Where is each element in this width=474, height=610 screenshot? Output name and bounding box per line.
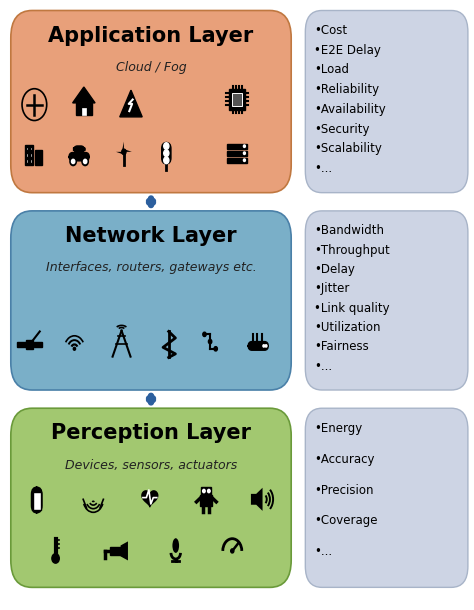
FancyBboxPatch shape [26, 146, 28, 151]
Text: Perception Layer: Perception Layer [51, 423, 251, 443]
Text: •Utilization: •Utilization [314, 321, 380, 334]
Circle shape [203, 332, 206, 337]
FancyBboxPatch shape [201, 487, 211, 495]
FancyBboxPatch shape [82, 108, 86, 115]
Text: •E2E Delay: •E2E Delay [314, 43, 381, 57]
Polygon shape [122, 142, 124, 152]
Circle shape [52, 554, 59, 563]
FancyBboxPatch shape [34, 342, 42, 346]
FancyBboxPatch shape [26, 340, 33, 349]
Text: Cloud / Fog: Cloud / Fog [116, 61, 186, 74]
Text: •...: •... [314, 360, 332, 373]
FancyBboxPatch shape [11, 408, 291, 587]
Circle shape [214, 346, 218, 351]
Circle shape [164, 143, 169, 149]
Text: •Link quality: •Link quality [314, 302, 390, 315]
FancyBboxPatch shape [18, 342, 26, 346]
FancyBboxPatch shape [30, 152, 32, 157]
FancyBboxPatch shape [305, 408, 468, 587]
Text: •Precision: •Precision [314, 484, 374, 497]
Circle shape [164, 150, 169, 157]
FancyBboxPatch shape [26, 152, 28, 157]
Polygon shape [251, 488, 263, 511]
FancyBboxPatch shape [30, 159, 32, 163]
Circle shape [164, 157, 169, 163]
Circle shape [263, 345, 264, 347]
Text: •Security: •Security [314, 123, 369, 135]
Text: Interfaces, routers, gateways etc.: Interfaces, routers, gateways etc. [46, 261, 256, 274]
FancyBboxPatch shape [33, 492, 41, 509]
FancyBboxPatch shape [76, 103, 91, 115]
FancyBboxPatch shape [110, 547, 120, 555]
Text: •Energy: •Energy [314, 422, 362, 434]
Circle shape [244, 145, 246, 148]
Text: Network Layer: Network Layer [65, 226, 237, 246]
Text: •...: •... [314, 545, 332, 559]
FancyBboxPatch shape [69, 152, 89, 161]
FancyBboxPatch shape [35, 151, 42, 165]
Text: •Load: •Load [314, 63, 349, 76]
FancyBboxPatch shape [232, 93, 242, 106]
FancyBboxPatch shape [229, 90, 245, 110]
FancyBboxPatch shape [227, 144, 247, 149]
Text: •Jitter: •Jitter [314, 282, 349, 295]
FancyBboxPatch shape [162, 143, 171, 164]
Circle shape [231, 549, 234, 553]
Ellipse shape [173, 538, 179, 553]
Circle shape [202, 489, 205, 493]
Text: •Throughput: •Throughput [314, 243, 390, 257]
Text: •Availability: •Availability [314, 103, 385, 116]
Polygon shape [124, 149, 132, 152]
Polygon shape [120, 90, 142, 117]
Circle shape [70, 157, 76, 165]
FancyBboxPatch shape [25, 145, 33, 165]
Circle shape [72, 159, 75, 163]
Text: •Accuracy: •Accuracy [314, 453, 374, 465]
Circle shape [265, 345, 267, 347]
Circle shape [209, 339, 212, 344]
FancyBboxPatch shape [11, 10, 291, 193]
Polygon shape [120, 542, 128, 561]
Text: •Bandwidth: •Bandwidth [314, 224, 384, 237]
FancyBboxPatch shape [26, 159, 28, 163]
Circle shape [244, 152, 246, 154]
Text: •Cost: •Cost [314, 24, 347, 37]
Circle shape [83, 159, 87, 163]
Text: •Scalability: •Scalability [314, 142, 382, 156]
Polygon shape [73, 87, 95, 103]
Text: Devices, sensors, actuators: Devices, sensors, actuators [65, 459, 237, 472]
FancyBboxPatch shape [73, 146, 85, 152]
Polygon shape [142, 491, 158, 507]
Polygon shape [124, 152, 126, 162]
FancyBboxPatch shape [248, 342, 268, 350]
Text: •...: •... [314, 162, 332, 175]
Text: •Delay: •Delay [314, 263, 355, 276]
Text: •Fairness: •Fairness [314, 340, 369, 353]
FancyBboxPatch shape [11, 211, 291, 390]
FancyBboxPatch shape [30, 146, 32, 151]
Polygon shape [116, 152, 124, 154]
Text: •Coverage: •Coverage [314, 514, 377, 528]
Text: •Reliability: •Reliability [314, 83, 379, 96]
Circle shape [244, 159, 246, 162]
Circle shape [82, 157, 88, 165]
Text: Application Layer: Application Layer [48, 26, 254, 46]
FancyBboxPatch shape [227, 158, 247, 163]
Circle shape [73, 347, 75, 350]
FancyBboxPatch shape [305, 10, 468, 193]
FancyBboxPatch shape [201, 495, 212, 506]
Circle shape [122, 149, 126, 154]
Circle shape [208, 489, 210, 493]
FancyBboxPatch shape [31, 487, 42, 513]
FancyBboxPatch shape [227, 151, 247, 156]
FancyBboxPatch shape [305, 211, 468, 390]
